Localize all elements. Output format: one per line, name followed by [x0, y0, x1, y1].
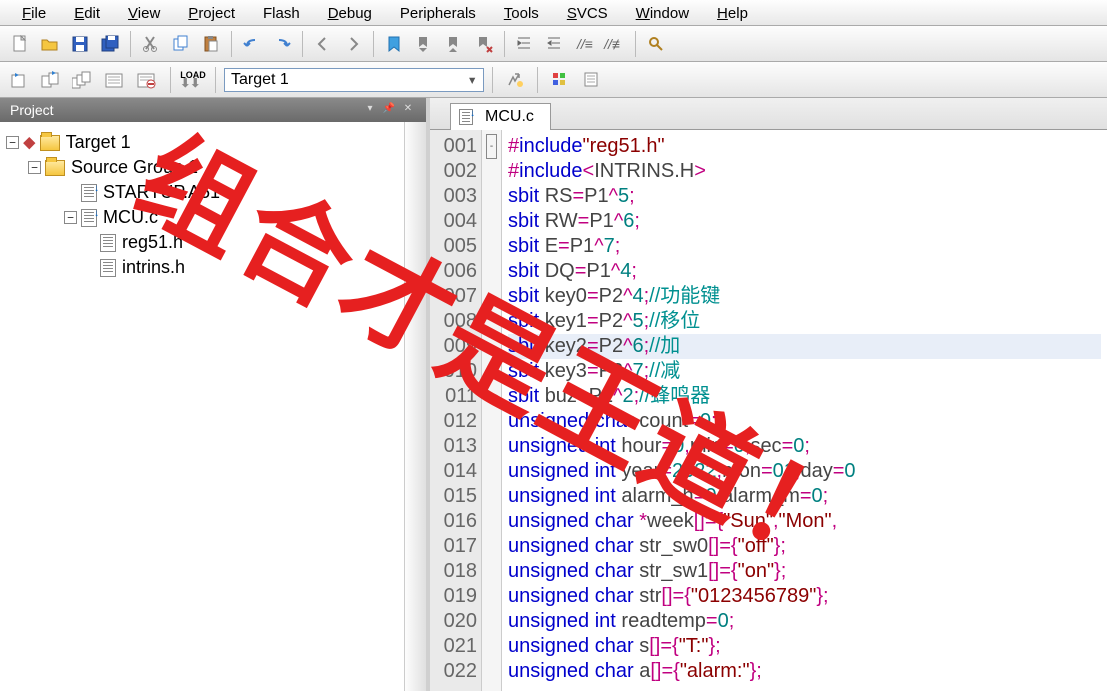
save-all-button[interactable]: [96, 30, 124, 58]
stop-build-button[interactable]: [134, 66, 162, 94]
tree-file-label: STARTUP.A51: [103, 182, 220, 203]
indent-button[interactable]: [511, 30, 539, 58]
paste-button[interactable]: [197, 30, 225, 58]
menu-help[interactable]: Help: [703, 2, 762, 23]
h-file-icon: [100, 259, 116, 277]
bookmark-button[interactable]: [380, 30, 408, 58]
project-panel-title-bar: Project ▾ 📌 ✕: [0, 98, 426, 122]
folder-icon: [40, 135, 60, 151]
toolbar-build: LOAD⬇⬇ Target 1: [0, 62, 1107, 98]
outdent-button[interactable]: [541, 30, 569, 58]
tree-include-label: reg51.h: [122, 232, 183, 253]
batch-build-button[interactable]: [102, 66, 130, 94]
panel-pin-icon[interactable]: 📌: [381, 103, 397, 117]
undo-button[interactable]: [238, 30, 266, 58]
bookmark-prev-button[interactable]: [410, 30, 438, 58]
cut-button[interactable]: [137, 30, 165, 58]
code-editor[interactable]: 0010020030040050060070080090100110120130…: [430, 130, 1107, 691]
tree-file-row[interactable]: −MCU.c: [6, 205, 398, 230]
options-button[interactable]: [501, 66, 529, 94]
copy-button[interactable]: [167, 30, 195, 58]
folder-icon: [45, 160, 65, 176]
menu-project[interactable]: Project: [174, 2, 249, 23]
bookmark-next-button[interactable]: [440, 30, 468, 58]
panel-menu-icon[interactable]: ▾: [362, 103, 378, 117]
menu-edit[interactable]: Edit: [60, 2, 114, 23]
download-button[interactable]: LOAD⬇⬇: [179, 66, 207, 94]
c-file-icon: [459, 109, 473, 125]
panel-strip: [404, 122, 426, 691]
toolbar-main: //≡ //≢: [0, 26, 1107, 62]
find-button[interactable]: [642, 30, 670, 58]
new-file-button[interactable]: [6, 30, 34, 58]
tree-group-label: Source Group 1: [71, 157, 198, 178]
menu-window[interactable]: Window: [622, 2, 703, 23]
tree-file-row[interactable]: STARTUP.A51: [6, 180, 398, 205]
target-selected-text: Target 1: [231, 71, 289, 89]
uncomment-button[interactable]: //≢: [601, 30, 629, 58]
tree-include-row[interactable]: reg51.h: [6, 230, 398, 255]
tab-label: MCU.c: [485, 108, 534, 126]
line-gutter: 0010020030040050060070080090100110120130…: [430, 130, 482, 691]
tree-group-row[interactable]: −Source Group 1: [6, 155, 398, 180]
project-panel: Project ▾ 📌 ✕ −⬥Target 1 −Source Group 1…: [0, 98, 430, 691]
build-button[interactable]: [38, 66, 66, 94]
tree-include-row[interactable]: intrins.h: [6, 255, 398, 280]
bookmark-clear-button[interactable]: [470, 30, 498, 58]
c-file-icon: [81, 209, 97, 227]
asm-file-icon: [81, 184, 97, 202]
tree-file-label: MCU.c: [103, 207, 158, 228]
manage2-button[interactable]: [578, 66, 606, 94]
menu-debug[interactable]: Debug: [314, 2, 386, 23]
fold-column: -: [482, 130, 502, 691]
editor-tab[interactable]: MCU.c: [450, 103, 551, 130]
menu-peripherals[interactable]: Peripherals: [386, 2, 490, 23]
menu-file[interactable]: File: [8, 2, 60, 23]
comment-button[interactable]: //≡: [571, 30, 599, 58]
menubar: FileEditViewProjectFlashDebugPeripherals…: [0, 0, 1107, 26]
panel-close-icon[interactable]: ✕: [400, 103, 416, 117]
tree-target-label: Target 1: [66, 132, 131, 153]
editor-tab-bar: MCU.c: [430, 98, 1107, 130]
save-button[interactable]: [66, 30, 94, 58]
rebuild-button[interactable]: [70, 66, 98, 94]
menu-flash[interactable]: Flash: [249, 2, 314, 23]
menu-svcs[interactable]: SVCS: [553, 2, 622, 23]
manage-button[interactable]: [546, 66, 574, 94]
nav-back-button[interactable]: [309, 30, 337, 58]
menu-view[interactable]: View: [114, 2, 174, 23]
editor-panel: MCU.c 0010020030040050060070080090100110…: [430, 98, 1107, 691]
h-file-icon: [100, 234, 116, 252]
target-selector[interactable]: Target 1: [224, 68, 484, 92]
project-tree[interactable]: −⬥Target 1 −Source Group 1 STARTUP.A51 −…: [0, 122, 404, 691]
translate-button[interactable]: [6, 66, 34, 94]
nav-fwd-button[interactable]: [339, 30, 367, 58]
redo-button[interactable]: [268, 30, 296, 58]
tree-include-label: intrins.h: [122, 257, 185, 278]
tree-target-row[interactable]: −⬥Target 1: [6, 130, 398, 155]
code-content[interactable]: #include"reg51.h"#include<INTRINS.H>sbit…: [502, 130, 1107, 691]
menu-tools[interactable]: Tools: [490, 2, 553, 23]
open-button[interactable]: [36, 30, 64, 58]
project-panel-title: Project: [10, 102, 54, 118]
